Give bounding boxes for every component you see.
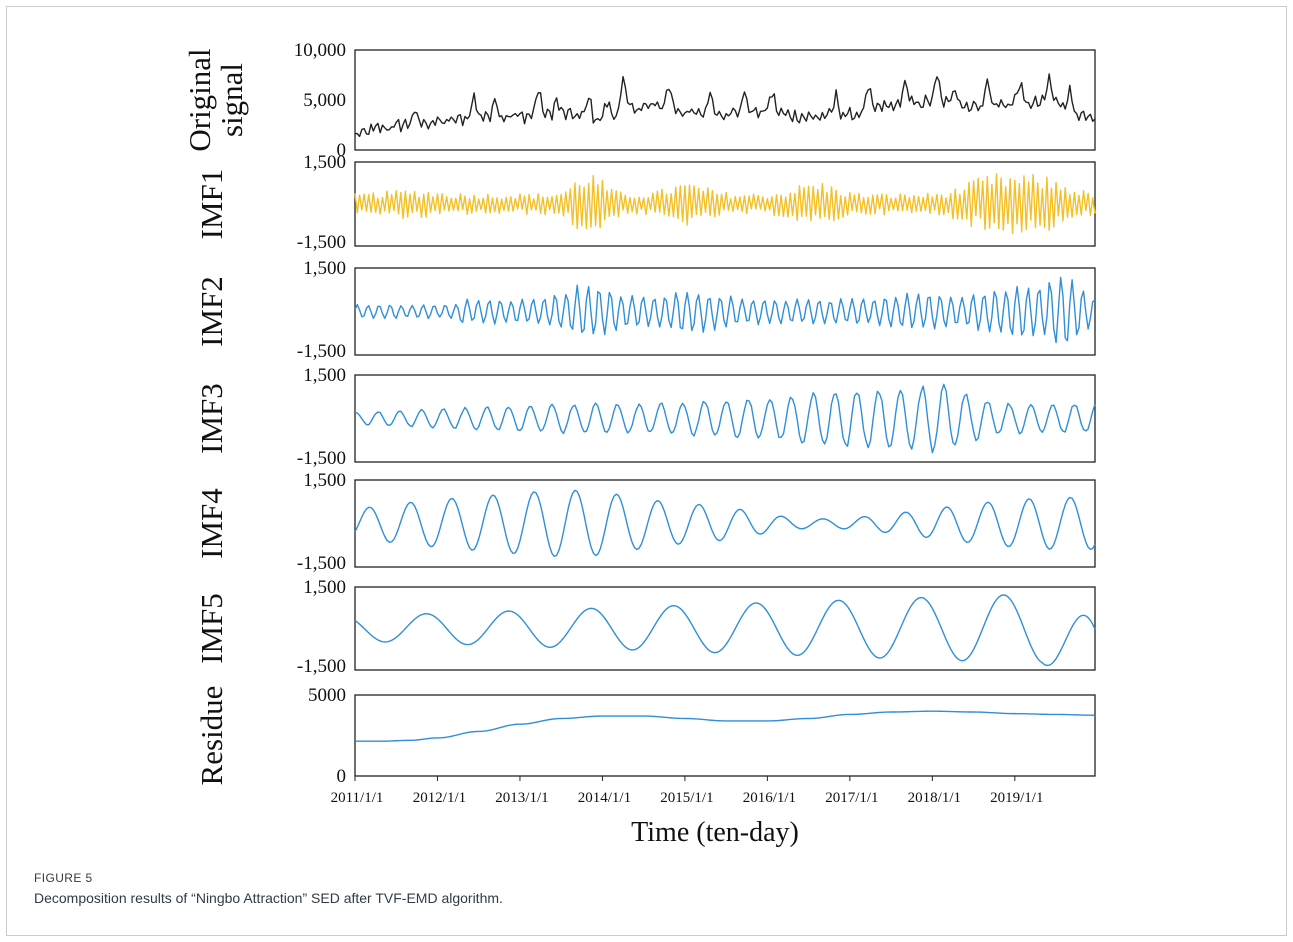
ytick-imf4: -1,500 bbox=[297, 553, 346, 574]
figure-frame bbox=[6, 6, 1287, 936]
panel-frame-imf2 bbox=[354, 267, 1096, 356]
series-line-imf4 bbox=[354, 489, 1096, 558]
xtick-label: 2015/1/1 bbox=[660, 790, 713, 806]
ytick-imf2: 1,500 bbox=[303, 258, 346, 279]
series-line-residue bbox=[355, 710, 1096, 742]
ytick-original: 0 bbox=[337, 140, 347, 161]
series-line-imf2 bbox=[354, 276, 1096, 344]
x-axis-title: Time (ten-day) bbox=[631, 817, 799, 848]
panel-frame-imf4 bbox=[354, 479, 1096, 568]
ytick-original: 5,000 bbox=[303, 90, 346, 111]
ytick-residue: 5000 bbox=[308, 685, 346, 706]
xtick-label: 2012/1/1 bbox=[413, 790, 466, 806]
ylabel-imf2: IMF2 bbox=[194, 276, 229, 347]
ylabel-imf4: IMF4 bbox=[194, 488, 229, 559]
ytick-imf3: 1,500 bbox=[303, 365, 346, 386]
series-line-imf1 bbox=[354, 173, 1096, 234]
ytick-imf1: -1,500 bbox=[297, 232, 346, 253]
panel-frame-imf3 bbox=[354, 374, 1096, 463]
xtick-label: 2017/1/1 bbox=[825, 790, 878, 806]
ylabel-imf3: IMF3 bbox=[194, 383, 229, 454]
series-line-original bbox=[354, 73, 1096, 138]
panel-frame-residue bbox=[354, 694, 1096, 777]
panel-frame-imf5 bbox=[354, 586, 1096, 671]
ytick-residue: 0 bbox=[337, 766, 347, 787]
ylabel-imf1: IMF1 bbox=[194, 169, 229, 240]
ylabel-original: Original bbox=[182, 48, 217, 151]
xtick-label: 2011/1/1 bbox=[331, 790, 384, 806]
ytick-original: 10,000 bbox=[294, 40, 346, 61]
ytick-imf2: -1,500 bbox=[297, 341, 346, 362]
panel-frame-original bbox=[354, 49, 1096, 151]
ylabel-imf5: IMF5 bbox=[194, 593, 229, 664]
series-line-imf3 bbox=[354, 383, 1096, 454]
xtick-label: 2016/1/1 bbox=[743, 790, 796, 806]
xtick-label: 2013/1/1 bbox=[495, 790, 548, 806]
figure-number: FIGURE 5 bbox=[34, 871, 93, 885]
xtick-label: 2019/1/1 bbox=[990, 790, 1043, 806]
xtick-label: 2018/1/1 bbox=[908, 790, 961, 806]
decomposition-chart: 10,0005,0000Originalsignal1,500-1,500IMF… bbox=[182, 40, 1096, 848]
ytick-imf5: -1,500 bbox=[297, 656, 346, 677]
xtick-label: 2014/1/1 bbox=[578, 790, 631, 806]
ylabel-residue: Residue bbox=[194, 686, 229, 786]
ylabel-original: signal bbox=[214, 63, 249, 137]
figure-caption: Decomposition results of “Ningbo Attract… bbox=[34, 890, 503, 906]
ytick-imf4: 1,500 bbox=[303, 470, 346, 491]
ytick-imf1: 1,500 bbox=[303, 152, 346, 173]
panel-frame-imf1 bbox=[354, 161, 1096, 247]
series-line-imf5 bbox=[354, 594, 1096, 667]
ytick-imf3: -1,500 bbox=[297, 448, 346, 469]
ytick-imf5: 1,500 bbox=[303, 577, 346, 598]
